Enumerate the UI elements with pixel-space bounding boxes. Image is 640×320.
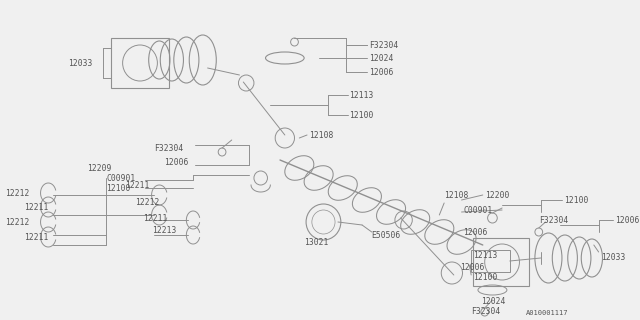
Text: 12100: 12100 — [473, 274, 497, 283]
Text: F32304: F32304 — [539, 215, 568, 225]
Text: 12100: 12100 — [106, 183, 131, 193]
Text: A010001117: A010001117 — [526, 310, 569, 316]
Text: 12209: 12209 — [87, 164, 111, 172]
Text: 12212: 12212 — [5, 218, 29, 227]
Text: 12006: 12006 — [369, 68, 393, 76]
Text: 12006: 12006 — [460, 263, 484, 273]
Text: 12006: 12006 — [164, 157, 189, 166]
Text: 12006: 12006 — [463, 228, 488, 236]
Text: 12211: 12211 — [24, 233, 49, 242]
Text: 12024: 12024 — [369, 53, 393, 62]
Text: 12108: 12108 — [444, 190, 468, 199]
Text: E50506: E50506 — [372, 230, 401, 239]
Text: 12006: 12006 — [615, 215, 639, 225]
Text: 12113: 12113 — [473, 252, 497, 260]
Bar — [471, 250, 510, 272]
Bar — [473, 238, 529, 286]
Text: C00901: C00901 — [463, 205, 493, 214]
Text: 12212: 12212 — [5, 188, 29, 197]
Text: 12211: 12211 — [24, 203, 49, 212]
Text: 12024: 12024 — [481, 298, 505, 307]
Text: 12100: 12100 — [564, 196, 588, 204]
Text: 12211: 12211 — [125, 180, 150, 189]
Bar — [111, 38, 169, 88]
Text: F32304: F32304 — [471, 308, 500, 316]
Text: 13021: 13021 — [304, 237, 328, 246]
Text: F32304: F32304 — [154, 143, 184, 153]
Text: C00901: C00901 — [106, 173, 136, 182]
Text: 12212: 12212 — [135, 197, 159, 206]
Text: 12211: 12211 — [143, 213, 167, 222]
Text: 12213: 12213 — [152, 226, 176, 235]
Text: 12033: 12033 — [600, 253, 625, 262]
Text: 12033: 12033 — [68, 59, 92, 68]
Text: 12108: 12108 — [309, 131, 333, 140]
Text: F32304: F32304 — [369, 41, 398, 50]
Text: 12100: 12100 — [349, 110, 374, 119]
Text: 12113: 12113 — [349, 91, 374, 100]
Text: 12200: 12200 — [484, 190, 509, 199]
